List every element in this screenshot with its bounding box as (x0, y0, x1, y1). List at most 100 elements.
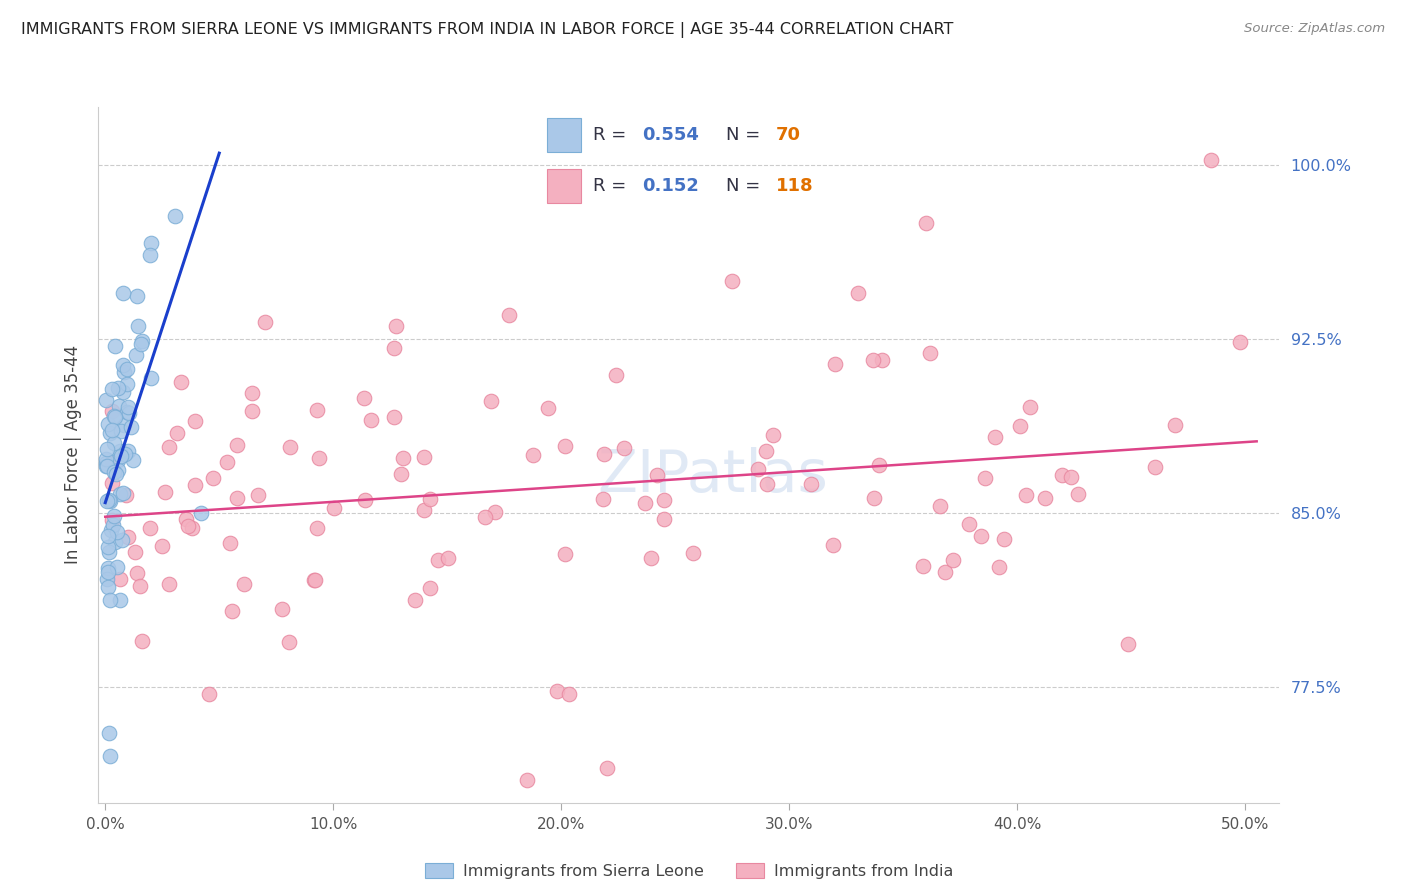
Point (755, 476, 778, 491)
Point (682, 546, 704, 560)
Point (96, 458, 118, 473)
Point (1015, 488, 1038, 502)
Point (101, 476, 124, 491)
Point (240, 385, 263, 400)
Point (232, 576, 254, 591)
Point (97, 492, 120, 507)
Point (108, 486, 131, 500)
Point (1116, 636, 1139, 650)
Point (215, 455, 238, 469)
Text: 70: 70 (776, 126, 800, 144)
Point (125, 348, 148, 362)
Point (360, 413, 382, 427)
Point (516, 772, 538, 787)
Point (202, 470, 225, 484)
Point (762, 428, 785, 442)
Point (112, 418, 135, 433)
Point (1199, 153, 1222, 168)
Point (280, 441, 302, 455)
Point (127, 319, 149, 334)
Point (911, 559, 934, 574)
Point (984, 430, 1007, 444)
Point (97, 565, 120, 579)
Point (934, 565, 956, 579)
Point (613, 441, 636, 455)
Point (97, 541, 120, 555)
Point (554, 439, 576, 453)
Point (915, 216, 938, 230)
Point (111, 358, 134, 372)
Point (474, 510, 496, 524)
Point (177, 519, 200, 533)
Point (101, 513, 124, 527)
Point (107, 453, 129, 467)
Point (755, 444, 778, 458)
Point (114, 447, 136, 461)
Text: 0.152: 0.152 (643, 178, 699, 195)
Point (153, 484, 176, 499)
Point (640, 551, 662, 566)
Point (101, 424, 124, 438)
Point (404, 592, 426, 607)
Point (129, 579, 152, 593)
Text: ZIPatlas: ZIPatlas (598, 447, 828, 504)
Point (112, 486, 135, 500)
Point (104, 410, 127, 425)
Point (605, 368, 627, 382)
Point (747, 461, 769, 475)
Point (305, 402, 328, 417)
Point (104, 339, 127, 353)
Point (107, 463, 129, 477)
Point (824, 357, 846, 371)
Point (973, 471, 995, 485)
Point (920, 346, 942, 360)
Point (127, 289, 149, 303)
Point (120, 420, 142, 434)
Point (1050, 467, 1073, 482)
Point (103, 465, 125, 479)
Point (117, 444, 139, 458)
Point (174, 512, 197, 526)
Point (479, 393, 502, 408)
Point (107, 381, 129, 395)
Legend: Immigrants from Sierra Leone, Immigrants from India: Immigrants from Sierra Leone, Immigrants… (418, 857, 960, 885)
Point (103, 435, 125, 450)
Point (117, 406, 139, 420)
Point (308, 450, 330, 465)
Point (97, 580, 120, 594)
Point (98, 545, 121, 559)
Point (103, 535, 125, 549)
Text: N =: N = (725, 126, 766, 144)
Point (537, 401, 560, 416)
Point (419, 581, 441, 595)
Point (957, 517, 980, 532)
Point (115, 405, 138, 419)
Point (554, 548, 576, 562)
Point (1143, 460, 1166, 475)
Point (419, 492, 441, 507)
Point (108, 444, 131, 458)
Point (413, 503, 436, 517)
FancyBboxPatch shape (547, 118, 581, 152)
Point (436, 550, 458, 565)
Point (96, 493, 118, 508)
Point (111, 384, 134, 399)
Point (100, 523, 122, 537)
Point (302, 573, 325, 587)
Point (353, 391, 375, 405)
Point (1060, 470, 1083, 484)
Point (221, 603, 243, 617)
Point (412, 450, 434, 465)
Point (101, 404, 124, 418)
Point (389, 467, 412, 481)
Point (546, 683, 568, 698)
Point (247, 488, 270, 502)
Point (307, 521, 329, 535)
Point (97, 417, 120, 432)
Point (382, 341, 405, 355)
Point (157, 577, 180, 591)
Point (110, 572, 132, 586)
Point (987, 560, 1010, 574)
Text: Source: ZipAtlas.com: Source: ZipAtlas.com (1244, 22, 1385, 36)
Point (117, 362, 139, 376)
